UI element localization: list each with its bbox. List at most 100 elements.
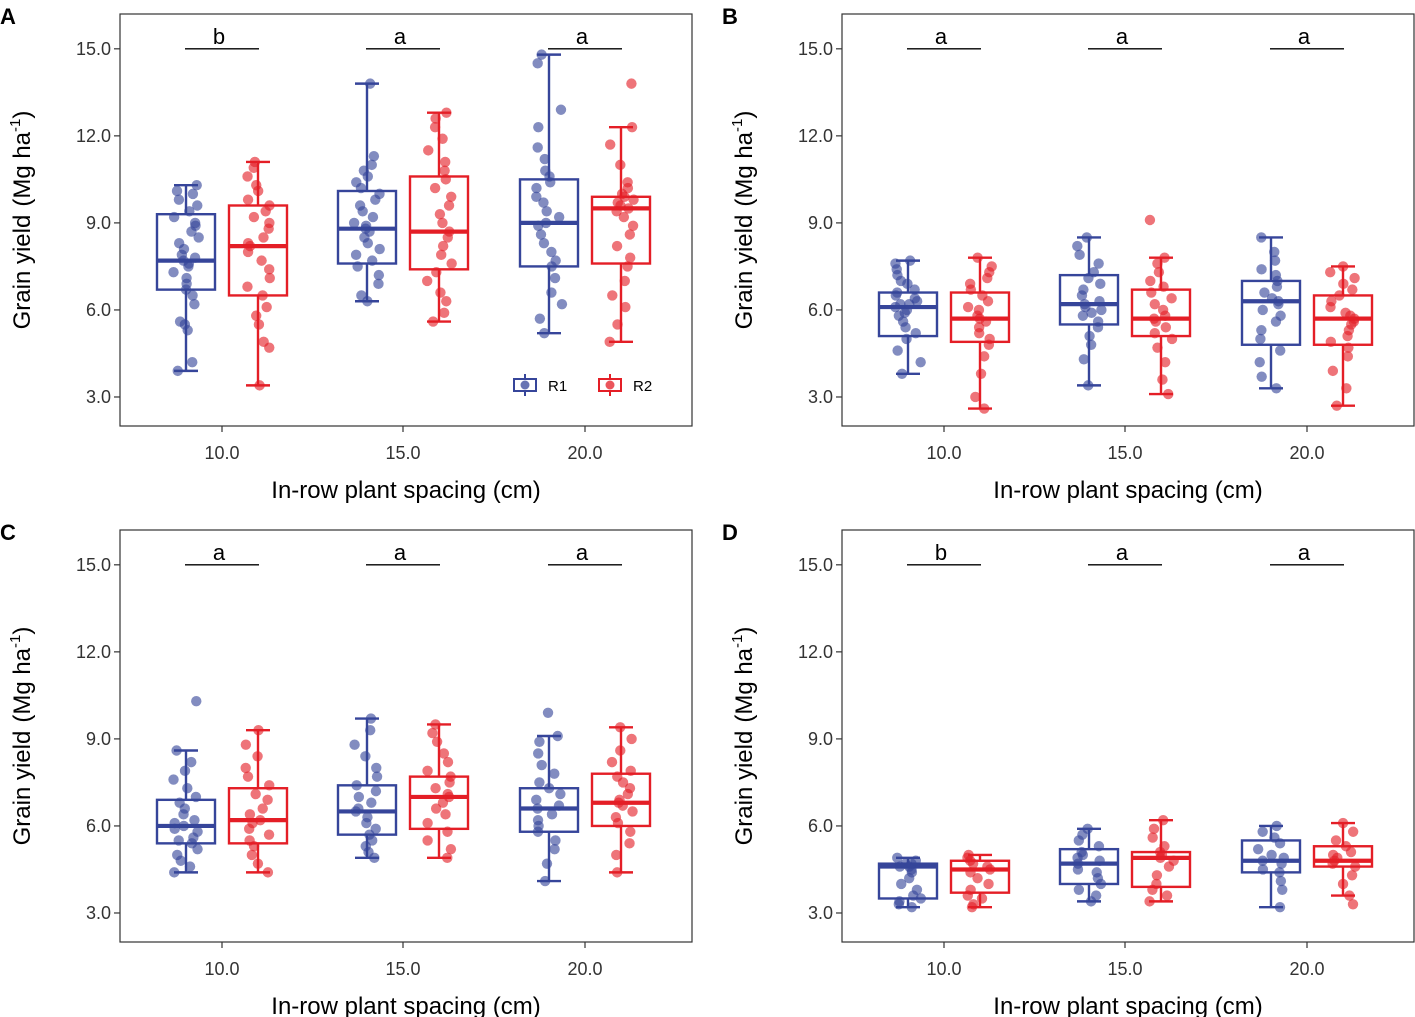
data-point — [184, 861, 196, 872]
boxplot-r1 — [877, 852, 939, 913]
panel-c: C 3.0 6.0 9.0 12.0 15.0 10.0 15.0 20.0 In-row pla… — [0, 520, 693, 1017]
boxplot-r2 — [408, 719, 470, 864]
data-point — [168, 774, 179, 785]
data-point — [171, 185, 183, 197]
data-point — [252, 751, 263, 762]
data-point — [556, 298, 568, 310]
data-point — [1342, 351, 1354, 362]
data-point — [549, 768, 560, 779]
data-point — [911, 884, 923, 895]
data-point — [431, 267, 442, 278]
data-point — [1259, 287, 1270, 298]
data-point — [168, 267, 179, 278]
boxplot-r2 — [1130, 214, 1192, 400]
data-point — [350, 249, 362, 261]
box — [1240, 279, 1302, 346]
boxplot-r1 — [336, 78, 398, 307]
data-point — [605, 139, 616, 150]
data-point — [1271, 383, 1282, 394]
data-point — [546, 246, 557, 258]
boxplot-r1 — [1058, 823, 1120, 907]
data-point — [972, 872, 983, 884]
data-point — [1149, 298, 1160, 310]
x-axis-title: In-row plant spacing (cm) — [993, 993, 1262, 1017]
data-point — [532, 814, 544, 826]
y-axis-title: Grain yield (Mg ha-1) — [7, 111, 36, 330]
data-point — [169, 867, 180, 878]
data-point — [445, 843, 457, 855]
boxplot-r1 — [518, 49, 580, 339]
data-point — [976, 893, 988, 904]
data-point — [915, 356, 926, 368]
data-point — [1269, 255, 1281, 266]
data-point — [1347, 899, 1359, 910]
legend-key-point — [605, 380, 615, 390]
data-point — [191, 179, 202, 191]
data-point — [894, 896, 905, 907]
data-point — [555, 104, 567, 115]
data-point — [1337, 261, 1349, 272]
data-point — [1145, 275, 1156, 287]
data-point — [615, 159, 626, 171]
y-axis-title-paren: ( — [9, 715, 36, 723]
data-point — [1151, 878, 1162, 890]
data-point — [1157, 304, 1169, 316]
data-point — [1157, 814, 1169, 826]
data-point — [626, 121, 638, 133]
data-point — [429, 121, 441, 133]
data-point — [1166, 333, 1178, 345]
data-point — [1093, 841, 1105, 852]
data-point — [186, 756, 197, 768]
data-point — [1274, 867, 1285, 878]
data-point — [255, 814, 266, 826]
significance-letter: a — [1116, 540, 1129, 565]
data-point — [531, 794, 542, 806]
y-tick-label: 15.0 — [76, 555, 111, 575]
data-point — [982, 861, 993, 872]
data-point — [374, 188, 385, 200]
data-point — [1278, 852, 1289, 864]
data-point — [910, 855, 921, 866]
data-point — [356, 290, 367, 301]
data-point — [1083, 380, 1094, 391]
data-point — [964, 278, 976, 290]
data-point — [440, 156, 451, 168]
data-point — [437, 133, 448, 144]
data-point — [1090, 890, 1102, 901]
data-point — [979, 403, 990, 414]
data-point — [262, 867, 274, 878]
data-point — [541, 858, 553, 869]
x-tick-label: 20.0 — [567, 959, 602, 979]
data-point — [535, 229, 547, 240]
data-point — [904, 255, 916, 266]
data-point — [611, 849, 622, 861]
data-point — [553, 800, 565, 811]
data-point — [553, 211, 565, 223]
data-point — [896, 878, 907, 890]
boxplot-r2 — [408, 107, 470, 327]
data-point — [1148, 313, 1160, 324]
data-point — [611, 240, 623, 252]
data-point — [242, 281, 253, 292]
y-axis-title-paren: ) — [9, 111, 36, 119]
data-point — [1269, 832, 1280, 843]
data-point — [1158, 281, 1169, 292]
data-point — [261, 301, 272, 313]
data-point — [178, 820, 189, 832]
y-axis-title-paren: ( — [731, 199, 758, 207]
data-point — [1160, 356, 1171, 368]
y-tick-label: 6.0 — [86, 816, 111, 836]
data-point — [543, 783, 555, 794]
data-point — [1074, 249, 1085, 261]
data-point — [430, 783, 441, 794]
data-point — [1085, 339, 1097, 350]
panel-letter: D — [722, 520, 738, 545]
y-axis-title-exponent: -1 — [7, 635, 24, 648]
plot-frame — [841, 13, 1415, 427]
data-point — [1081, 232, 1092, 243]
data-point — [963, 849, 974, 861]
data-point — [622, 177, 633, 188]
data-point — [1326, 296, 1337, 307]
data-point — [909, 293, 921, 304]
